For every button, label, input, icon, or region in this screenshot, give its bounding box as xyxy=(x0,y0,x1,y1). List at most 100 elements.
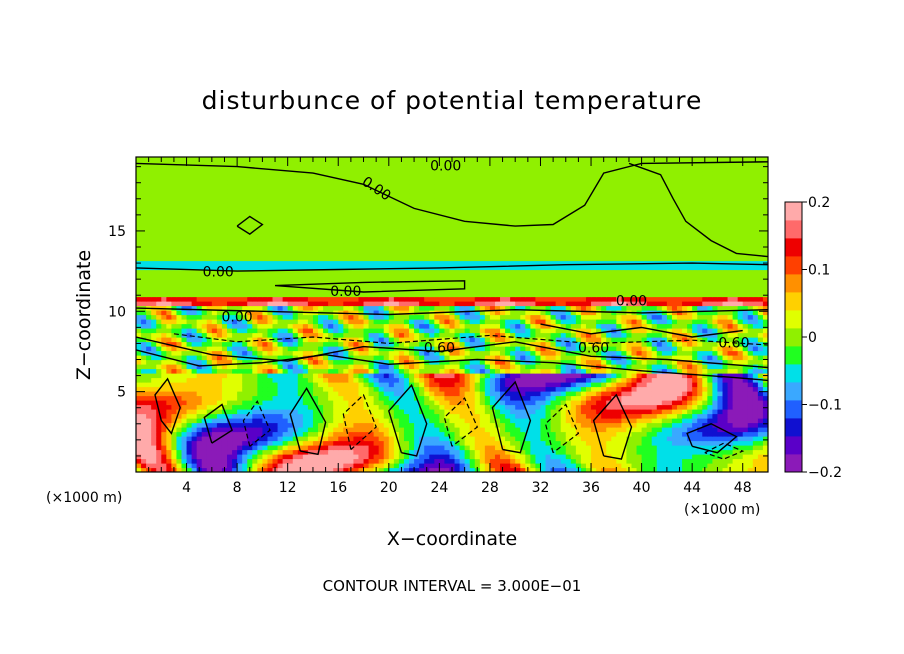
field-cell xyxy=(626,413,633,419)
field-cell xyxy=(459,310,466,316)
field-cell xyxy=(626,341,633,347)
field-cell xyxy=(176,454,183,460)
field-cell xyxy=(641,332,648,338)
field-cell xyxy=(312,296,319,302)
field-cell xyxy=(560,467,567,472)
field-cell xyxy=(671,359,678,365)
field-cell xyxy=(565,332,572,338)
field-cell xyxy=(671,391,678,397)
field-cell xyxy=(353,440,360,446)
field-cell xyxy=(535,445,542,451)
field-cell xyxy=(575,296,582,302)
field-cell xyxy=(358,373,365,379)
field-cell xyxy=(409,319,415,325)
field-cell xyxy=(641,323,648,329)
field-cell xyxy=(216,413,223,419)
field-cell xyxy=(505,373,511,379)
field-cell xyxy=(641,427,648,433)
field-cell xyxy=(692,341,698,347)
field-cell xyxy=(636,355,643,361)
field-cell xyxy=(591,413,597,419)
field-cell xyxy=(419,314,425,320)
field-cell xyxy=(545,305,552,311)
field-cell xyxy=(252,323,258,329)
field-cell xyxy=(479,382,486,388)
field-cell xyxy=(459,314,466,320)
field-cell xyxy=(555,323,562,329)
field-cell xyxy=(186,368,193,374)
field-cell xyxy=(454,458,461,464)
field-cell xyxy=(181,350,188,356)
field-cell xyxy=(297,391,304,397)
field-cell xyxy=(439,292,446,298)
field-cell xyxy=(242,323,248,329)
field-cell xyxy=(530,319,537,325)
field-cell xyxy=(414,440,420,446)
field-cell xyxy=(555,431,562,437)
field-cell xyxy=(368,431,375,437)
field-cell xyxy=(257,386,263,392)
field-cell xyxy=(247,346,253,352)
field-cell xyxy=(378,418,385,424)
field-cell xyxy=(232,463,238,469)
field-cell xyxy=(535,409,542,415)
field-cell xyxy=(328,427,334,433)
field-cell xyxy=(201,323,208,329)
field-cell xyxy=(545,382,552,388)
field-cell xyxy=(227,328,233,334)
field-cell xyxy=(520,301,526,307)
field-cell xyxy=(191,395,198,401)
field-cell xyxy=(161,436,167,442)
field-cell xyxy=(530,440,537,446)
field-cell xyxy=(702,337,708,343)
field-cell xyxy=(227,463,233,469)
field-cell xyxy=(171,427,178,433)
field-cell xyxy=(252,337,258,343)
field-cell xyxy=(267,431,274,437)
field-cell xyxy=(525,422,531,428)
field-cell xyxy=(636,395,643,401)
field-cell xyxy=(444,359,451,365)
field-cell xyxy=(520,323,526,329)
field-cell xyxy=(171,418,178,424)
field-cell xyxy=(383,332,390,338)
field-cell xyxy=(216,445,223,451)
field-cell xyxy=(181,296,188,302)
field-cell xyxy=(596,418,602,424)
field-cell xyxy=(510,359,516,365)
field-cell xyxy=(388,454,395,460)
field-cell xyxy=(636,467,643,472)
field-cell xyxy=(727,382,734,388)
field-cell xyxy=(216,368,223,374)
field-cell xyxy=(272,391,279,397)
field-cell xyxy=(216,422,223,428)
field-cell xyxy=(742,427,749,433)
field-cell xyxy=(646,373,653,379)
field-cell xyxy=(580,328,587,334)
field-cell xyxy=(378,440,385,446)
field-cell xyxy=(211,413,218,419)
field-cell xyxy=(161,458,167,464)
field-cell xyxy=(611,409,617,415)
field-cell xyxy=(252,395,258,401)
field-cell xyxy=(206,359,213,365)
field-cell xyxy=(570,436,577,442)
field-cell xyxy=(287,454,294,460)
field-cell xyxy=(307,292,314,298)
field-cell xyxy=(732,454,739,460)
field-cell xyxy=(312,368,319,374)
field-cell xyxy=(358,296,365,302)
field-cell xyxy=(282,359,289,365)
field-cell xyxy=(631,301,638,307)
field-cell xyxy=(282,314,289,320)
field-cell xyxy=(312,337,319,343)
field-cell xyxy=(631,382,638,388)
field-cell xyxy=(181,355,188,361)
field-cell xyxy=(393,413,400,419)
field-cell xyxy=(141,386,147,392)
field-cell xyxy=(171,292,178,298)
field-cell xyxy=(419,440,425,446)
field-cell xyxy=(161,373,167,379)
field-cell xyxy=(232,314,238,320)
field-cell xyxy=(161,350,167,356)
